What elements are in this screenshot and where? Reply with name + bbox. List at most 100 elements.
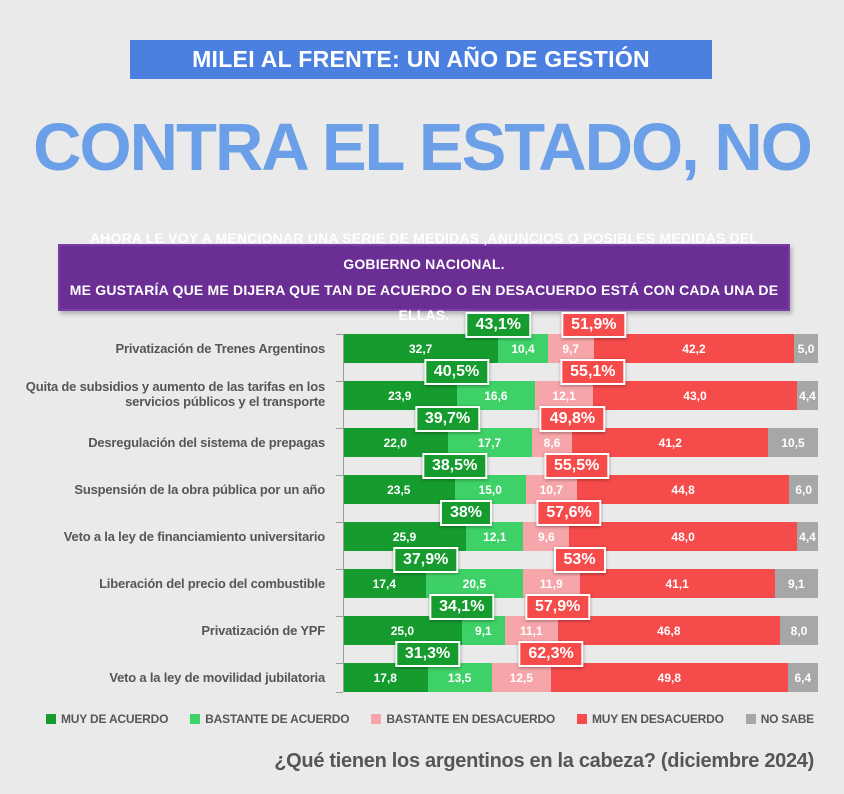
y-axis-tick xyxy=(336,522,343,523)
stacked-bar: 23,5 15,0 10,7 44,8 6,0 xyxy=(343,475,818,504)
row-category-label: Privatización de Trenes Argentinos xyxy=(115,340,326,356)
bar-segment-bastante-de-acuerdo: 20,5 xyxy=(425,569,524,598)
bar-segment-value: 46,8 xyxy=(657,623,681,638)
bar-segment-value: 25,0 xyxy=(390,623,415,638)
bar-segment-bastante-en-desacuerdo: 11,9 xyxy=(523,569,580,598)
bar-segment-value: 6,4 xyxy=(794,670,812,685)
bar-segment-muy-de-acuerdo: 25,0 xyxy=(343,616,462,645)
legend-swatch-bastante-de-acuerdo xyxy=(190,714,201,724)
bar-segment-value: 6,0 xyxy=(795,482,813,497)
bar-segment-value: 12,1 xyxy=(483,529,507,544)
disagree-total-badge: 55,5% xyxy=(544,453,610,479)
y-axis-tick xyxy=(336,616,343,617)
bar-segment-value: 10,4 xyxy=(511,341,535,356)
agree-total-badge: 37,9% xyxy=(392,547,459,573)
bar-segment-value: 17,8 xyxy=(373,670,397,685)
survey-question-line-2: ME GUSTARÍA QUE ME DIJERA QUE TAN DE ACU… xyxy=(69,281,779,324)
bar-segment-value: 11,1 xyxy=(519,623,543,638)
top-banner: MILEI AL FRENTE: UN AÑO DE GESTIÓN xyxy=(130,40,712,79)
bar-segment-value: 9,1 xyxy=(475,623,492,638)
bar-segment-muy-en-desacuerdo: 48,0 xyxy=(569,522,798,551)
chart-row: Veto a la ley de movilidad jubilatoria 17… xyxy=(0,641,844,694)
bar-segment-value: 32,7 xyxy=(408,341,433,356)
row-category-label: Veto a la ley de movilidad jubilatoria xyxy=(109,669,325,685)
bar-segment-bastante-de-acuerdo: 12,1 xyxy=(466,522,524,551)
bar-segment-no-sabe: 9,1 xyxy=(774,569,818,598)
bar-segment-muy-en-desacuerdo: 46,8 xyxy=(557,616,780,645)
disagree-total-badge: 62,3% xyxy=(518,641,584,667)
legend-swatch-muy-en-desacuerdo xyxy=(577,714,588,724)
stacked-bar: 25,9 12,1 9,6 48,0 4,4 xyxy=(343,522,818,551)
legend-label: NO SABE xyxy=(760,712,814,726)
stacked-bar: 32,7 10,4 9,7 42,2 5,0 xyxy=(343,334,818,363)
bar-segment-muy-de-acuerdo: 22,0 xyxy=(343,428,448,457)
bar-segment-muy-de-acuerdo: 17,4 xyxy=(343,569,426,598)
legend-label: BASTANTE DE ACUERDO xyxy=(205,712,350,726)
y-axis-tick xyxy=(336,692,343,693)
row-category-label: Veto a la ley de financiamiento universi… xyxy=(63,528,325,544)
disagree-total-badge: 49,8% xyxy=(539,406,606,432)
bar-segment-bastante-en-desacuerdo: 12,5 xyxy=(491,663,552,692)
legend-item-muy-en-desacuerdo: MUY EN DESACUERDO xyxy=(577,712,724,726)
bar-segment-value: 16,6 xyxy=(484,388,508,403)
bar-segment-value: 44,8 xyxy=(671,482,695,497)
bar-segment-muy-en-desacuerdo: 42,2 xyxy=(593,334,795,363)
bar-segment-bastante-en-desacuerdo: 8,6 xyxy=(531,428,573,457)
bar-segment-muy-en-desacuerdo: 49,8 xyxy=(551,663,788,692)
legend-swatch-no-sabe xyxy=(745,714,756,724)
banner-title: MILEI AL FRENTE: UN AÑO DE GESTIÓN xyxy=(192,46,650,72)
agree-total-badge: 43,1% xyxy=(465,312,531,338)
y-axis-tick xyxy=(336,569,343,570)
bar-segment-bastante-de-acuerdo: 15,0 xyxy=(454,475,526,504)
legend-label: MUY EN DESACUERDO xyxy=(592,712,724,726)
bar-segment-value: 25,9 xyxy=(392,529,417,544)
plot-rows: Privatización de Trenes Argentinos 32,7 10… xyxy=(0,312,844,694)
bar-segment-value: 12,1 xyxy=(552,388,576,403)
y-axis-tick xyxy=(336,334,343,335)
bar-segment-no-sabe: 5,0 xyxy=(794,334,818,363)
agree-total-badge: 34,1% xyxy=(429,594,495,620)
bar-segment-no-sabe: 6,0 xyxy=(789,475,818,504)
bar-segment-value: 4,4 xyxy=(799,529,816,544)
y-axis-tick xyxy=(336,381,343,382)
disagree-total-badge: 57,9% xyxy=(525,594,591,620)
row-category-label: Desregulación del sistema de prepagas xyxy=(88,434,325,450)
agree-total-badge: 40,5% xyxy=(423,359,490,385)
bar-segment-muy-en-desacuerdo: 43,0 xyxy=(592,381,798,410)
bar-segment-value: 9,7 xyxy=(562,341,580,356)
bar-segment-muy-de-acuerdo: 17,8 xyxy=(343,663,428,692)
bar-segment-muy-de-acuerdo: 23,9 xyxy=(343,381,457,410)
bar-segment-value: 8,0 xyxy=(790,623,808,638)
legend-swatch-muy-de-acuerdo xyxy=(46,714,56,724)
bar-segment-value: 48,0 xyxy=(671,529,695,544)
bar-segment-value: 43,0 xyxy=(683,388,707,403)
bar-segment-value: 20,5 xyxy=(462,576,486,591)
legend-item-bastante-en-desacuerdo: BASTANTE EN DESACUERDO xyxy=(371,712,555,726)
bar-segment-bastante-de-acuerdo: 17,7 xyxy=(447,428,532,457)
bar-segment-muy-en-desacuerdo: 44,8 xyxy=(576,475,790,504)
chart-row: Quita de subsidios y aumento de las tari… xyxy=(0,359,844,412)
bar-segment-no-sabe: 10,5 xyxy=(768,428,818,457)
bar-segment-value: 23,5 xyxy=(387,482,411,497)
legend-label: BASTANTE EN DESACUERDO xyxy=(386,712,556,726)
bar-segment-value: 49,8 xyxy=(657,670,681,685)
bar-segment-value: 8,6 xyxy=(543,435,561,450)
chart-row: Suspensión de la obra pública por un año… xyxy=(0,453,844,506)
bar-segment-value: 10,7 xyxy=(539,482,563,497)
disagree-total-badge: 53% xyxy=(553,547,606,573)
bar-segment-muy-en-desacuerdo: 41,1 xyxy=(579,569,775,598)
row-category-label: Quita de subsidios y aumento de las tari… xyxy=(25,378,325,410)
page-title: CONTRA EL ESTADO, NO xyxy=(33,110,813,185)
y-axis-tick xyxy=(336,428,343,429)
bar-segment-bastante-en-desacuerdo: 9,6 xyxy=(523,522,570,551)
legend-item-no-sabe: NO SABE xyxy=(745,712,814,726)
bar-segment-muy-de-acuerdo: 23,5 xyxy=(343,475,455,504)
bar-segment-no-sabe: 4,4 xyxy=(797,381,818,410)
bar-segment-value: 23,9 xyxy=(388,388,412,403)
row-category-label: Liberación del precio del combustible xyxy=(99,575,325,591)
bar-segment-value: 11,9 xyxy=(539,576,563,591)
legend-swatch-bastante-en-desacuerdo xyxy=(371,714,382,724)
bar-segment-value: 42,2 xyxy=(682,341,706,356)
stacked-bar: 22,0 17,7 8,6 41,2 10,5 xyxy=(343,428,818,457)
bar-segment-bastante-en-desacuerdo: 10,7 xyxy=(525,475,577,504)
